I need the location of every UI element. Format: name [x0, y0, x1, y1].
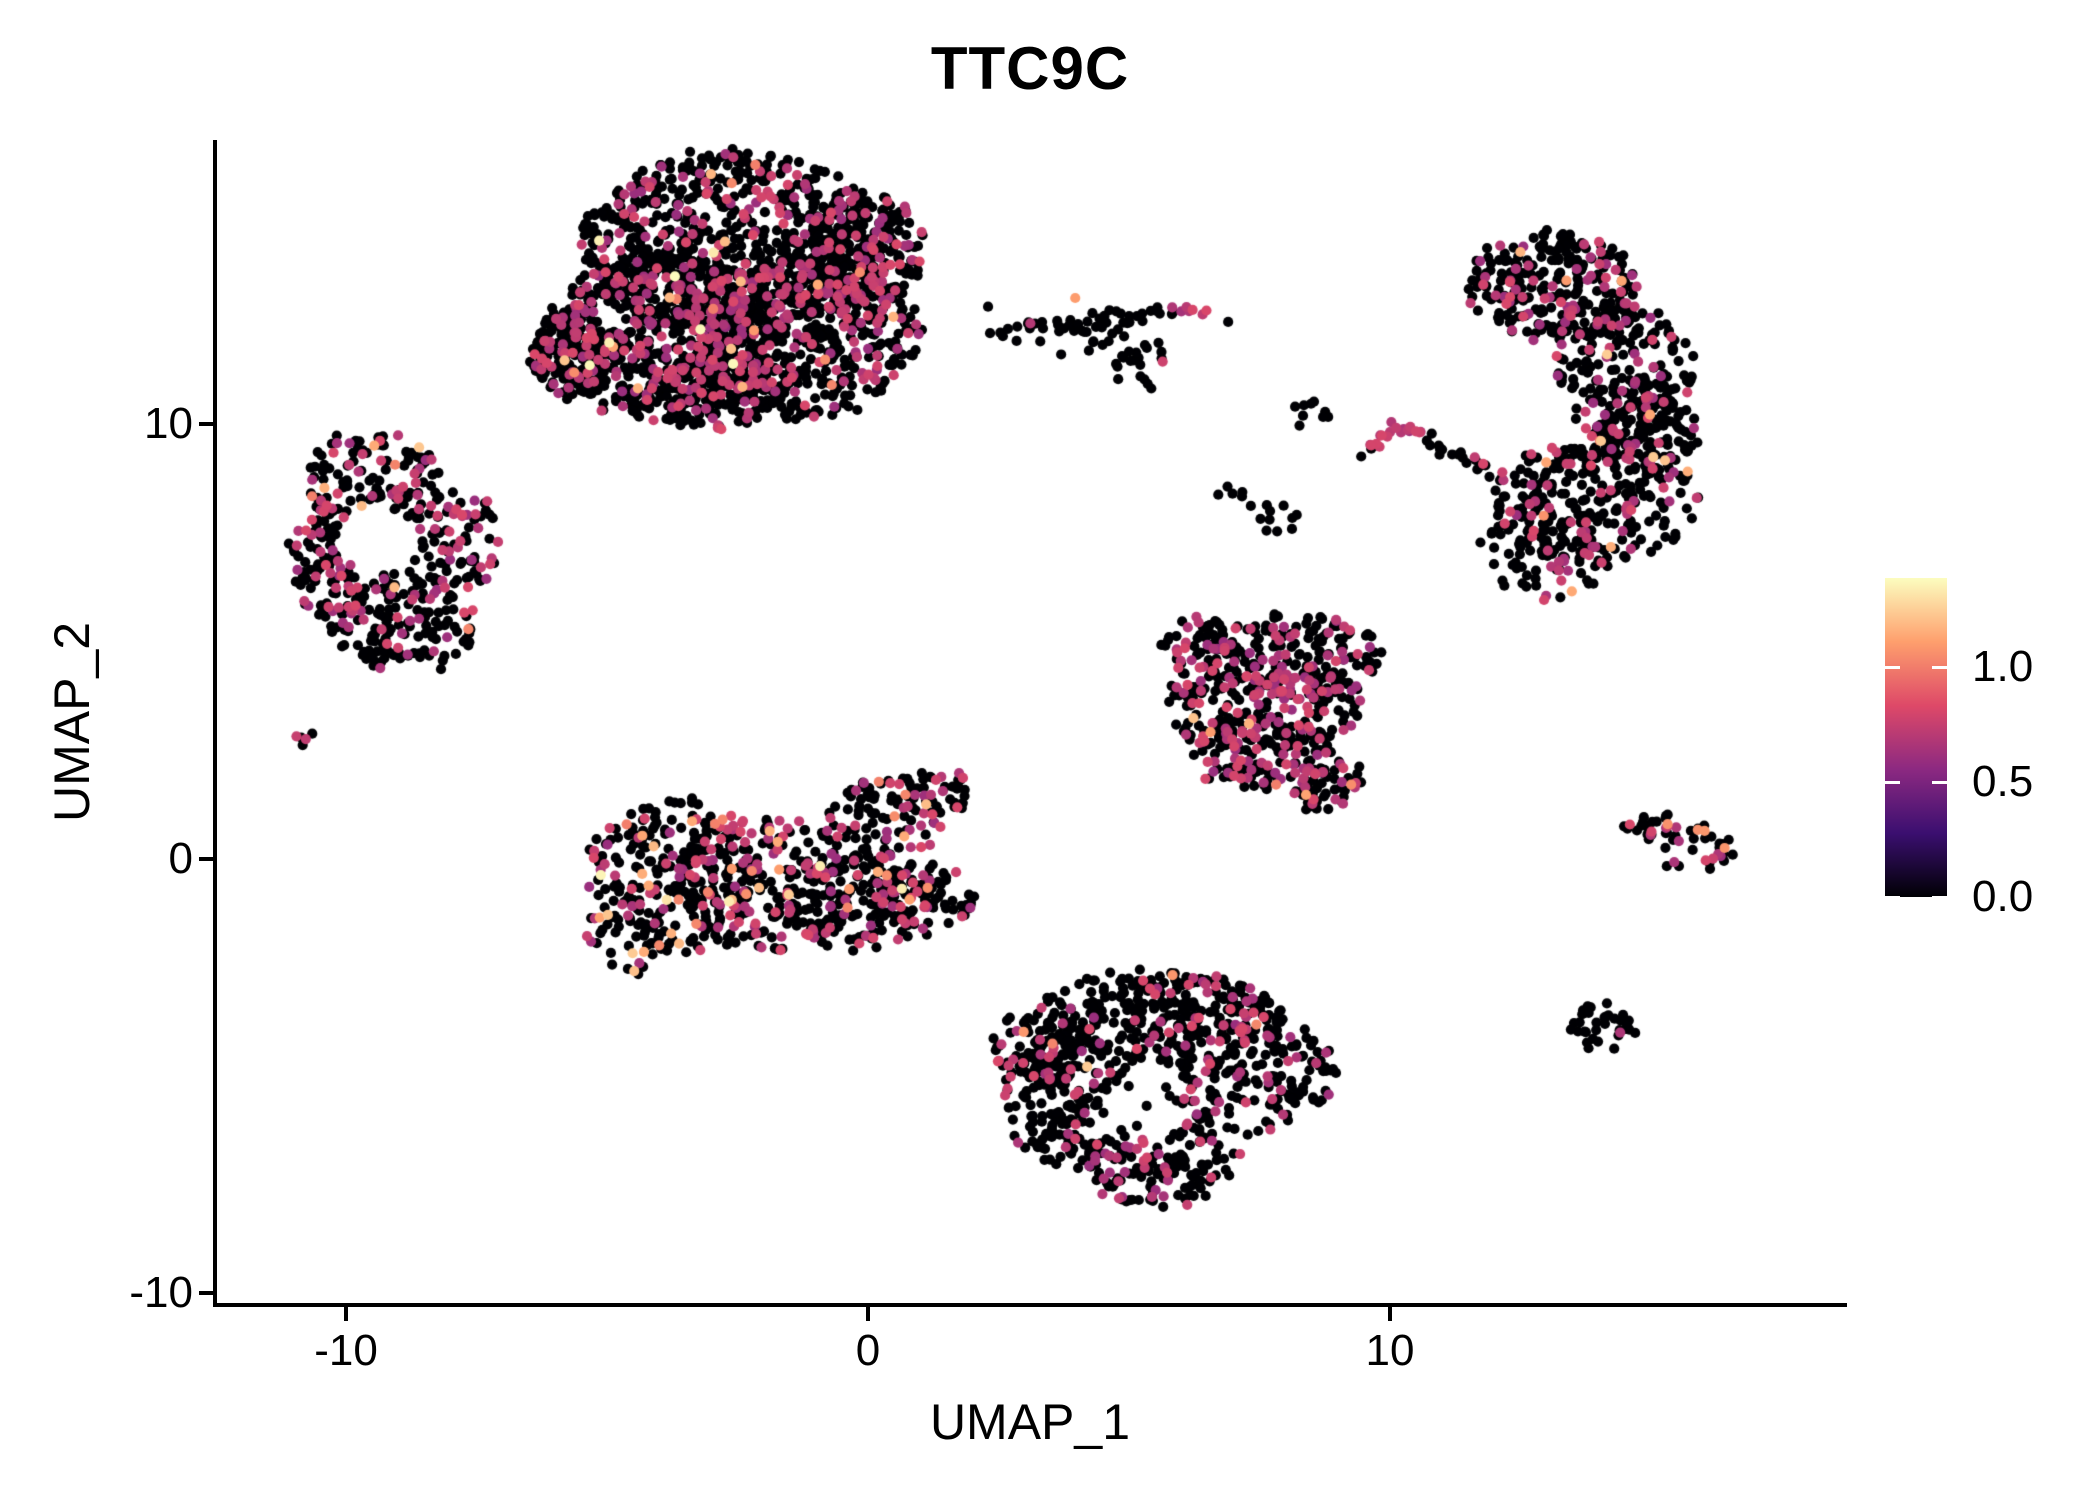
y-tick-label: 10 [144, 399, 193, 448]
legend-tick-line [1932, 780, 1947, 784]
plot-title: TTC9C [930, 35, 1130, 102]
x-tick-label: 0 [855, 1326, 881, 1375]
y-tick-mark [199, 422, 213, 426]
x-tick-mark [1388, 1307, 1392, 1321]
legend-tick-label: 0.5 [1972, 757, 2034, 807]
x-axis-line [213, 1303, 1847, 1307]
legend-tick-label: 0.0 [1972, 872, 2034, 921]
y-tick-mark [199, 1291, 213, 1295]
y-tick-label: 0 [168, 833, 193, 883]
y-tick-label: -10 [129, 1268, 193, 1317]
y-axis-line [213, 140, 217, 1307]
legend-tick-line [1932, 665, 1947, 669]
x-tick-label: 10 [1365, 1326, 1415, 1375]
legend-tick-line [1932, 895, 1947, 899]
legend-tick-line [1885, 895, 1900, 899]
y-tick-mark [199, 856, 213, 861]
x-axis-title: UMAP_1 [929, 1394, 1131, 1450]
x-tick-label: -10 [314, 1326, 378, 1375]
legend-tick-label: 1.0 [1972, 642, 2034, 692]
y-axis-title: UMAP_2 [44, 621, 100, 823]
legend-tick-line [1885, 665, 1900, 669]
x-tick-mark [866, 1307, 870, 1321]
legend-tick-line [1885, 780, 1900, 784]
x-tick-mark [344, 1307, 348, 1321]
legend-colorbar [1885, 578, 1947, 897]
